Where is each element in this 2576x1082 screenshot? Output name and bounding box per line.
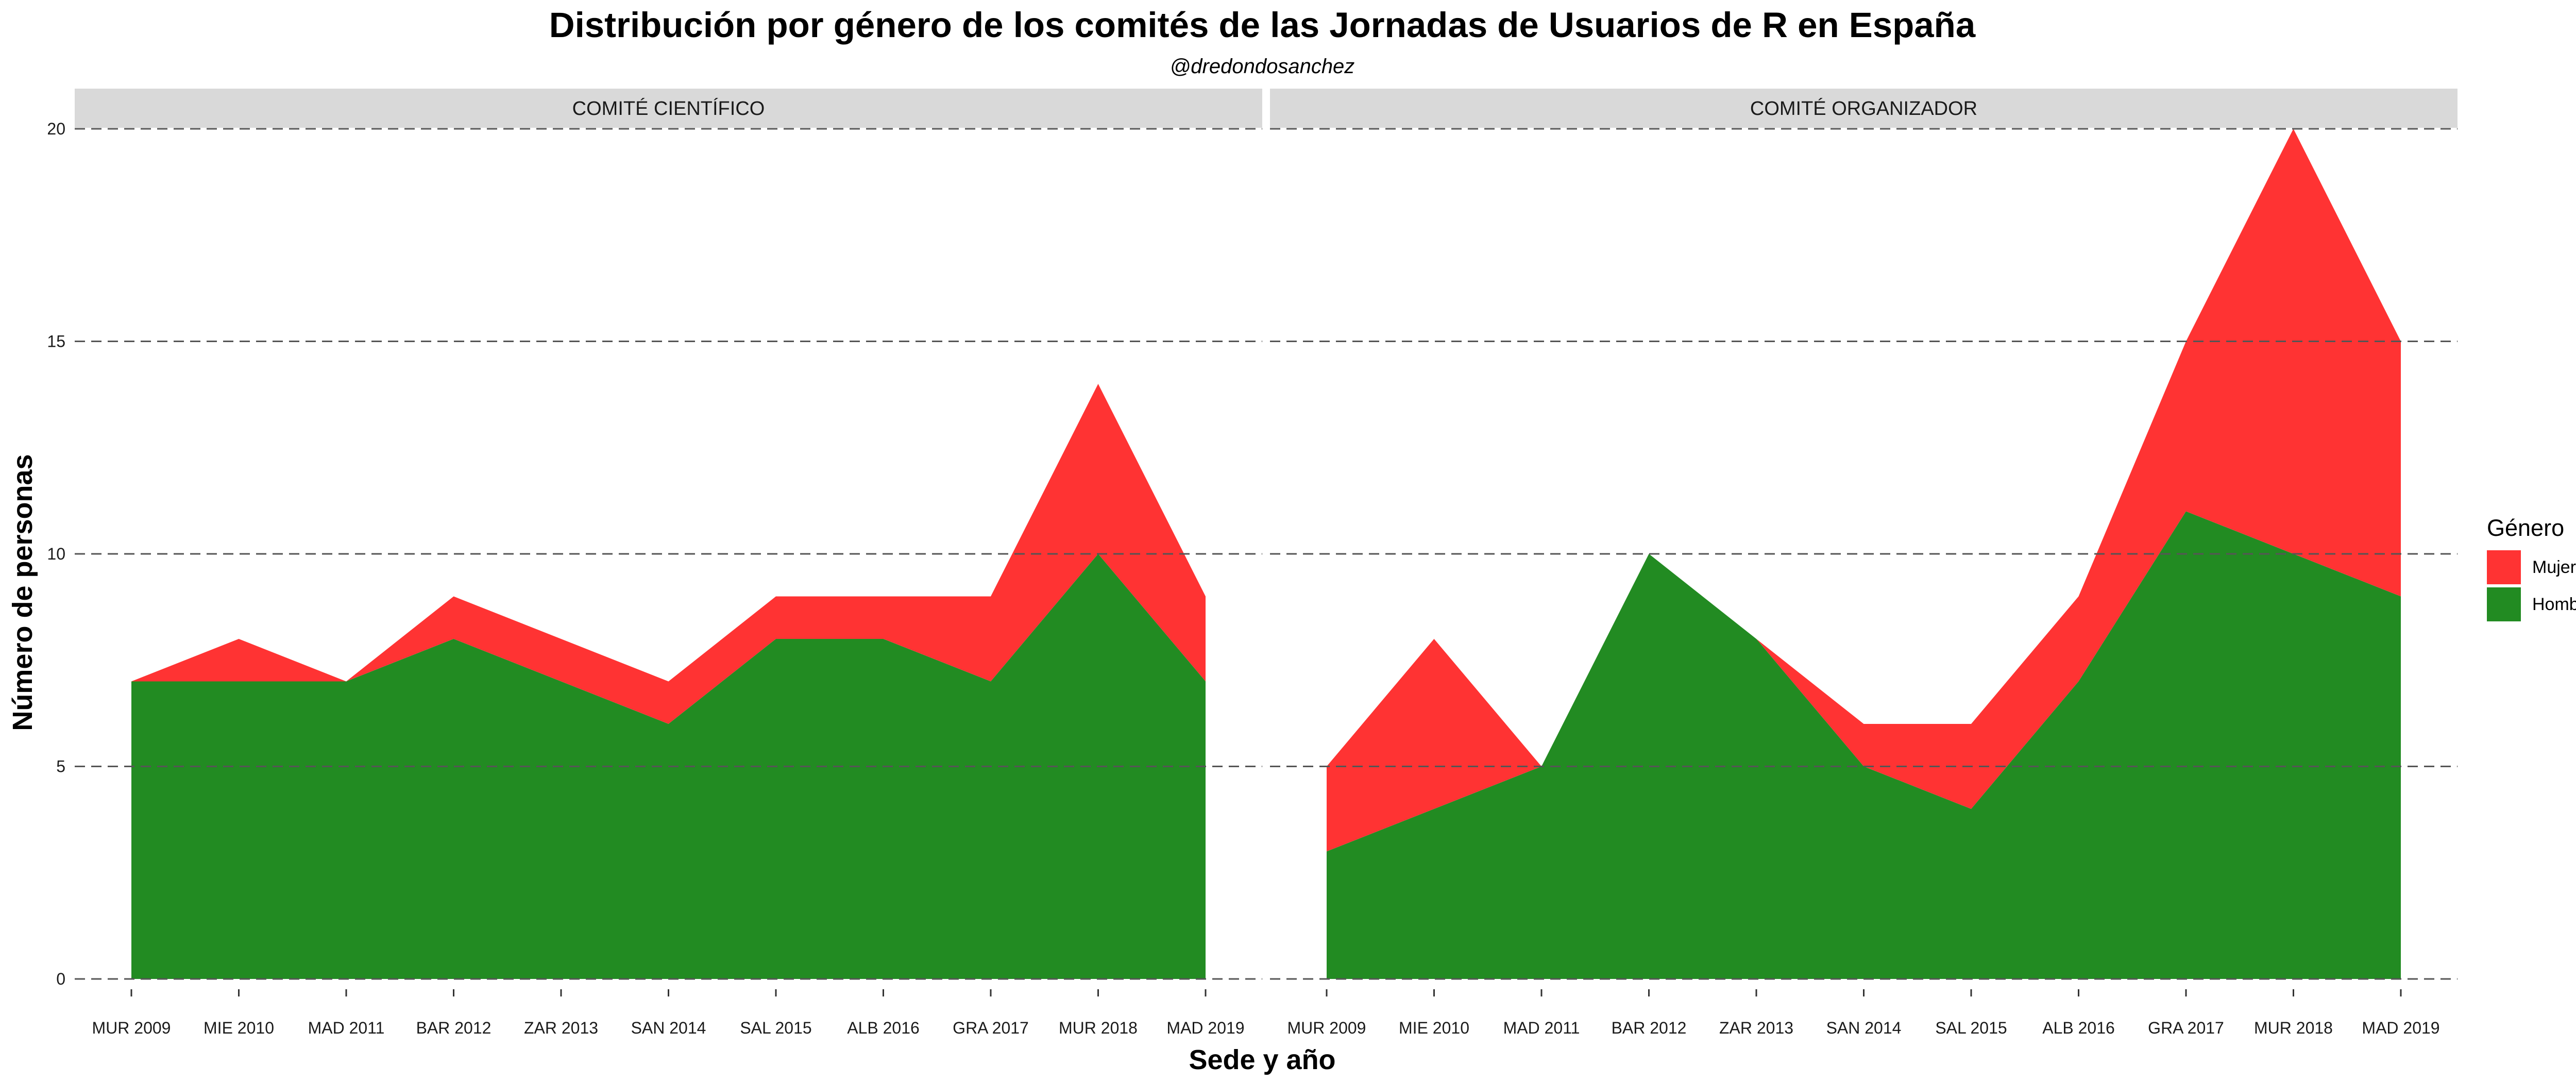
y-tick-label: 0 bbox=[56, 970, 65, 988]
area-hombres bbox=[1327, 511, 2401, 979]
legend-label: Hombres bbox=[2532, 595, 2576, 614]
x-tick-label: MUR 2018 bbox=[2254, 1019, 2333, 1037]
y-tick-label: 15 bbox=[47, 332, 65, 351]
chart-title: Distribución por género de los comités d… bbox=[549, 5, 1976, 45]
legend: Género Mujeres Hombres bbox=[2487, 515, 2576, 621]
legend-key bbox=[2487, 550, 2521, 584]
x-tick-label: MIE 2010 bbox=[1399, 1019, 1469, 1037]
x-tick-label: ALB 2016 bbox=[847, 1019, 920, 1037]
x-tick-label: MUR 2018 bbox=[1059, 1019, 1138, 1037]
facet-strip-label: COMITÉ ORGANIZADOR bbox=[1750, 97, 1977, 120]
x-tick-label: ZAR 2013 bbox=[1719, 1019, 1793, 1037]
x-tick-label: MAD 2019 bbox=[1166, 1019, 1244, 1037]
x-tick-label: MUR 2009 bbox=[1287, 1019, 1366, 1037]
legend-title: Género bbox=[2487, 515, 2564, 541]
area-mujeres bbox=[1327, 129, 2401, 852]
chart-subtitle: @dredondosanchez bbox=[1170, 55, 1355, 78]
x-tick-label: BAR 2012 bbox=[1612, 1019, 1687, 1037]
panel: COMITÉ ORGANIZADOR MUR 2009 MIE 2010 MAD 20… bbox=[1270, 89, 2458, 1037]
legend-label: Mujeres bbox=[2532, 557, 2576, 577]
x-tick-label: BAR 2012 bbox=[416, 1019, 492, 1037]
x-tick-label: SAL 2015 bbox=[740, 1019, 811, 1037]
area-mujeres bbox=[131, 384, 1206, 724]
x-tick-label: SAN 2014 bbox=[631, 1019, 706, 1037]
y-axis-title: Número de personas bbox=[7, 454, 38, 731]
x-tick-label: MUR 2009 bbox=[92, 1019, 171, 1037]
x-tick-label: SAN 2014 bbox=[1826, 1019, 1902, 1037]
x-tick-label: MAD 2011 bbox=[308, 1019, 385, 1037]
y-tick-label: 10 bbox=[47, 545, 65, 563]
facet-strip bbox=[75, 89, 1262, 128]
x-tick-label: ZAR 2013 bbox=[524, 1019, 598, 1037]
x-tick-label: GRA 2017 bbox=[953, 1019, 1029, 1037]
y-tick-label: 5 bbox=[56, 757, 65, 776]
x-tick-label: MAD 2011 bbox=[1503, 1019, 1580, 1037]
x-tick-label: SAL 2015 bbox=[1935, 1019, 2007, 1037]
y-tick-label: 20 bbox=[47, 120, 65, 138]
facet-strip bbox=[1270, 89, 2458, 128]
y-axis: 0 5 10 15 20 bbox=[47, 120, 65, 988]
x-tick-label: ALB 2016 bbox=[2042, 1019, 2115, 1037]
x-axis-title: Sede y año bbox=[1189, 1044, 1335, 1075]
legend-key bbox=[2487, 587, 2521, 621]
x-tick-label: GRA 2017 bbox=[2148, 1019, 2224, 1037]
x-tick-label: MIE 2010 bbox=[204, 1019, 274, 1037]
facet-strip-label: COMITÉ CIENTÍFICO bbox=[572, 97, 765, 120]
panel: COMITÉ CIENTÍFICO MUR 2009 MIE 2010 MAD 201… bbox=[75, 89, 1262, 1037]
panels: COMITÉ CIENTÍFICO MUR 2009 MIE 2010 MAD 201… bbox=[75, 89, 2458, 1037]
x-tick-label: MAD 2019 bbox=[2362, 1019, 2439, 1037]
